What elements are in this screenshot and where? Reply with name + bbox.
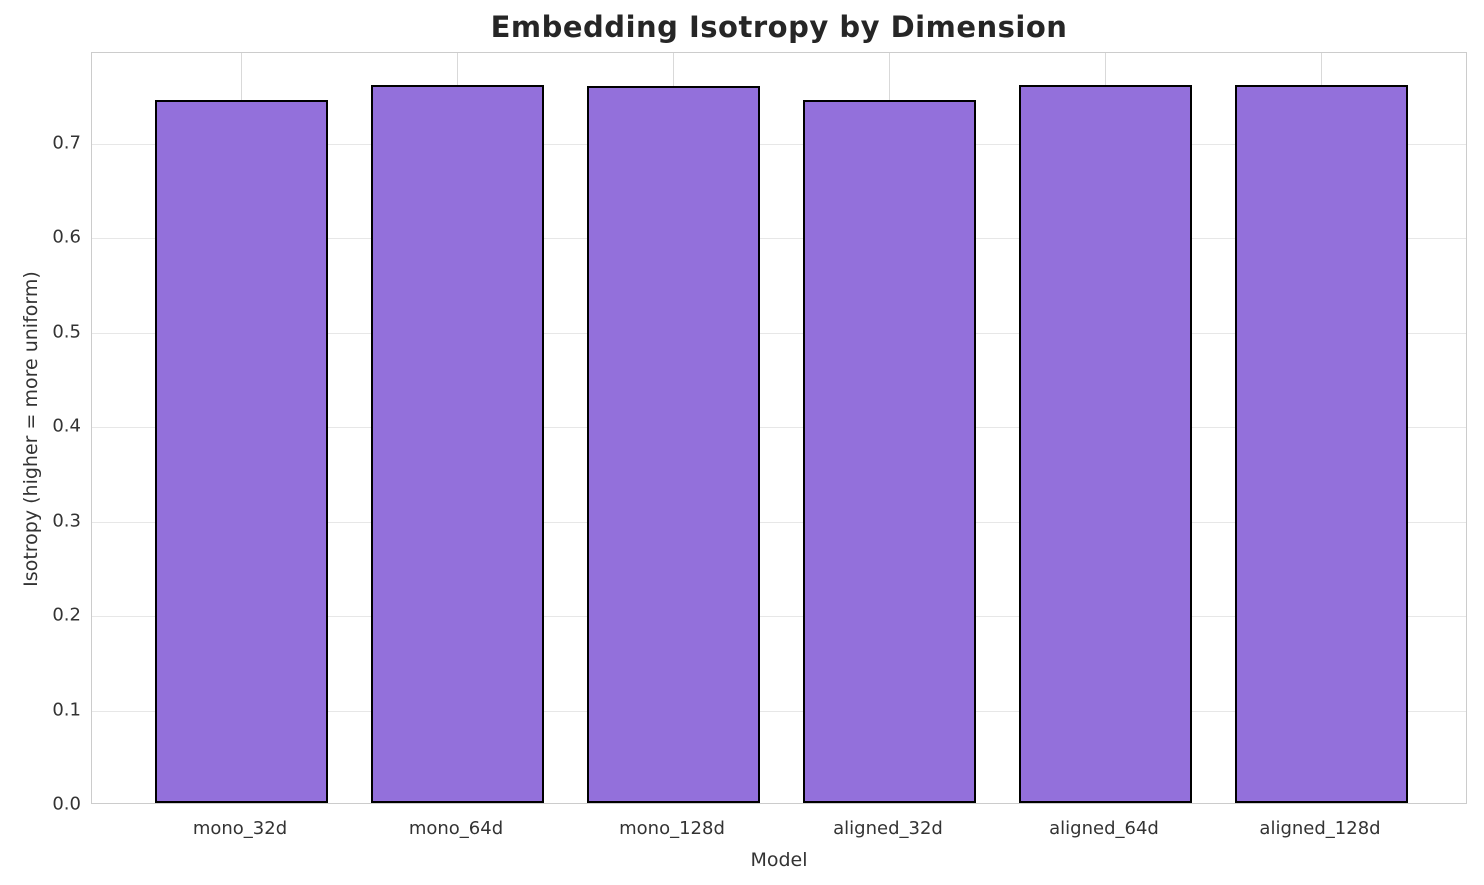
y-tick-label: 0.2 <box>52 604 81 626</box>
y-axis-label: Isotropy (higher = more uniform) <box>20 271 42 587</box>
y-tick-label: 0.4 <box>52 415 81 437</box>
y-gridline <box>92 521 1466 523</box>
bar-aligned_64d <box>1018 85 1192 803</box>
y-gridline <box>92 332 1466 334</box>
bar-aligned_128d <box>1234 85 1408 803</box>
bar-mono_64d <box>370 85 544 803</box>
bar-mono_128d <box>586 85 760 803</box>
y-gridline <box>92 238 1466 240</box>
y-tick-label: 0.5 <box>52 321 81 343</box>
x-tick-label: mono_32d <box>192 818 288 839</box>
bar-mono_32d <box>154 100 328 803</box>
x-tick-label: mono_128d <box>619 818 725 839</box>
y-tick-label: 0.3 <box>52 510 81 532</box>
y-gridline <box>92 427 1466 429</box>
y-tick-label: 0.7 <box>52 132 81 154</box>
plot-area <box>91 52 1467 804</box>
y-tick-label: 0.1 <box>52 699 81 721</box>
x-tick-label: aligned_32d <box>833 818 943 839</box>
y-gridline <box>92 616 1466 618</box>
x-tick-label: aligned_128d <box>1259 818 1381 839</box>
x-tick-label: aligned_64d <box>1049 818 1159 839</box>
bar-aligned_32d <box>802 100 976 803</box>
y-tick-label: 0.6 <box>52 226 81 248</box>
y-gridline <box>92 143 1466 145</box>
y-gridline <box>92 710 1466 712</box>
chart-title: Embedding Isotropy by Dimension <box>490 10 1068 44</box>
y-tick-label: 0.0 <box>52 793 81 815</box>
x-axis-label: Model <box>750 849 808 871</box>
x-tick-label: mono_64d <box>408 818 504 839</box>
